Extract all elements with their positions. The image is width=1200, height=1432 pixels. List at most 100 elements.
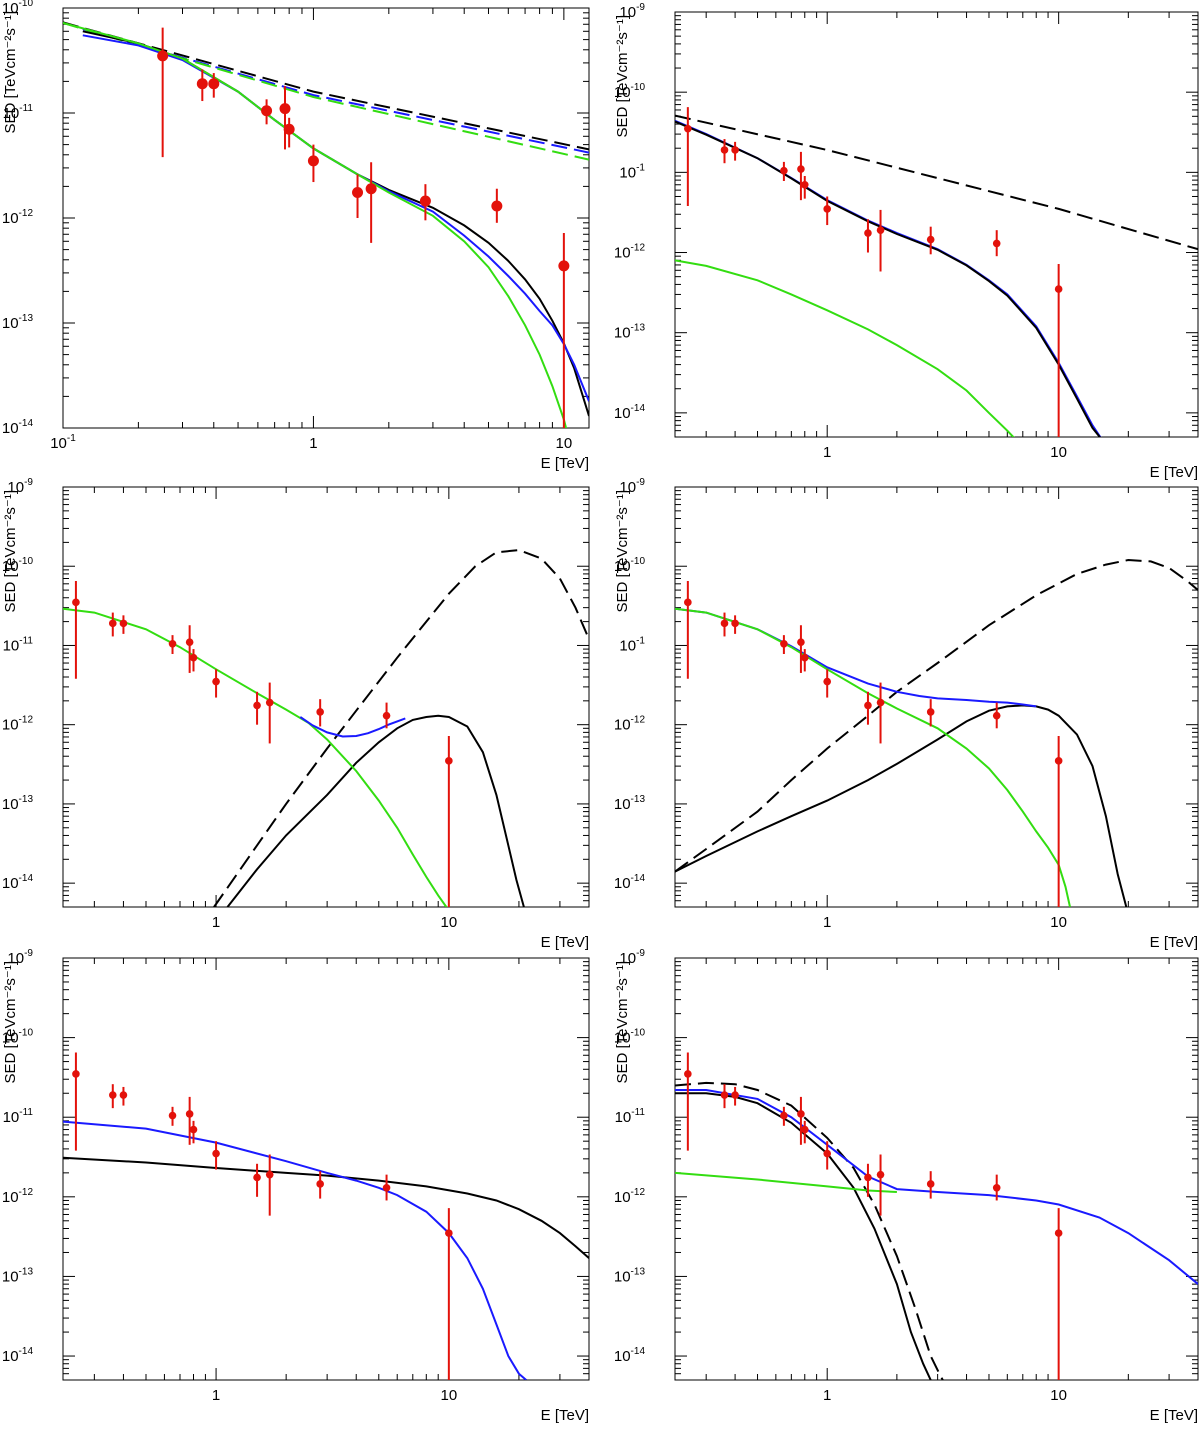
- y-tick-exponent: -12: [631, 715, 646, 726]
- series-black-solid: [226, 714, 525, 907]
- data-point: [926, 708, 935, 716]
- data-point: [382, 1183, 391, 1192]
- y-tick-exponent: -12: [19, 1187, 34, 1198]
- y-tick-exponent: -10: [19, 556, 34, 567]
- series-blue-solid: [675, 119, 1102, 437]
- series-green-solid: [675, 1171, 897, 1193]
- y-tick-exponent: -13: [631, 323, 646, 334]
- y-tick-exponent: -9: [24, 477, 33, 488]
- data-point: [283, 123, 295, 135]
- y-tick-label: 10-11: [615, 1107, 646, 1126]
- data-point: [797, 1110, 805, 1118]
- data-points: [684, 107, 1063, 437]
- y-tick-label: 10-11: [3, 635, 34, 654]
- series-black-solid: [675, 120, 1102, 437]
- data-point: [212, 1149, 220, 1158]
- y-axis-label: SED [TeVcm⁻²s⁻¹]: [2, 490, 19, 613]
- data-point: [189, 1125, 198, 1134]
- data-point: [992, 711, 1001, 720]
- curves: [63, 549, 589, 907]
- y-tick-label: 10-13: [614, 1266, 646, 1285]
- curves: [675, 114, 1198, 437]
- y-tick-label: 10-11: [3, 1107, 34, 1126]
- data-point: [316, 1180, 324, 1188]
- plot-frame: [62, 486, 590, 908]
- y-tick-exponent: -10: [19, 1028, 34, 1039]
- data-point: [558, 260, 570, 272]
- curves: [675, 558, 1198, 907]
- data-point: [800, 1125, 809, 1134]
- data-point: [279, 103, 291, 115]
- data-point: [876, 698, 885, 707]
- data-point: [108, 1091, 117, 1099]
- series-black-solid: [63, 1156, 589, 1259]
- data-point: [261, 105, 273, 117]
- data-point: [445, 757, 453, 765]
- x-tick-label: 10: [556, 435, 573, 452]
- series-blue-solid: [675, 607, 1037, 708]
- series-black-dashed: [675, 1081, 944, 1380]
- data-point: [212, 677, 220, 686]
- y-tick-exponent: -13: [631, 1266, 646, 1277]
- data-point: [119, 1091, 128, 1099]
- data-point: [253, 1173, 261, 1182]
- y-tick-label: 10-12: [614, 243, 646, 262]
- data-point: [823, 677, 831, 686]
- data-point: [352, 186, 364, 198]
- y-tick-exponent: -14: [631, 1346, 646, 1357]
- y-tick-exponent: -12: [19, 715, 34, 726]
- data-points: [684, 1052, 1063, 1380]
- plot-frame: [62, 957, 590, 1381]
- y-tick-exponent: -14: [19, 873, 34, 884]
- data-point: [720, 146, 729, 154]
- data-point: [823, 1149, 831, 1158]
- data-point: [720, 619, 729, 628]
- y-axis-label: SED [TeVcm⁻²s⁻¹]: [614, 961, 631, 1084]
- x-tick-label: 10: [1050, 1387, 1067, 1404]
- series-blue-solid: [299, 716, 406, 738]
- y-tick-label: 10-13: [2, 1266, 34, 1285]
- y-tick-exponent: -12: [631, 243, 646, 254]
- y-tick-exponent: -11: [19, 103, 33, 114]
- data-points: [684, 581, 1063, 907]
- y-tick-label: 10-13: [2, 794, 34, 813]
- y-tick-exponent: -9: [636, 477, 645, 488]
- data-point: [265, 1170, 274, 1179]
- x-tick-label: 1: [823, 914, 831, 931]
- y-tick-exponent: -9: [636, 948, 645, 959]
- x-axis-label: E [TeV]: [1150, 1407, 1198, 1424]
- data-point: [780, 639, 788, 648]
- y-tick-exponent: -11: [19, 635, 33, 646]
- series-green-solid: [675, 607, 1071, 907]
- y-tick-exponent: -10: [631, 82, 646, 93]
- x-axis-label: E [TeV]: [1150, 464, 1198, 481]
- data-point: [208, 78, 220, 90]
- series-black-dashed: [213, 549, 589, 907]
- data-point: [684, 598, 692, 607]
- y-tick-exponent: -1: [636, 162, 645, 173]
- series-green-solid: [63, 22, 568, 428]
- curves: [63, 21, 589, 428]
- x-tick-label: 10: [1050, 444, 1067, 461]
- data-point: [864, 701, 872, 710]
- series-black-solid: [675, 704, 1128, 907]
- y-tick-exponent: -1: [636, 635, 645, 646]
- y-tick-exponent: -11: [631, 1107, 645, 1118]
- x-axis-label: E [TeV]: [541, 455, 589, 472]
- data-point: [1054, 1229, 1063, 1237]
- plot-frame: [62, 7, 590, 429]
- data-point: [196, 78, 208, 90]
- y-tick-exponent: -10: [631, 1028, 646, 1039]
- data-point: [720, 1091, 729, 1099]
- data-point: [992, 1183, 1001, 1192]
- data-point: [365, 183, 377, 195]
- y-tick-exponent: -14: [19, 418, 34, 429]
- data-point: [800, 180, 809, 189]
- data-point: [419, 195, 431, 207]
- data-point: [926, 235, 935, 244]
